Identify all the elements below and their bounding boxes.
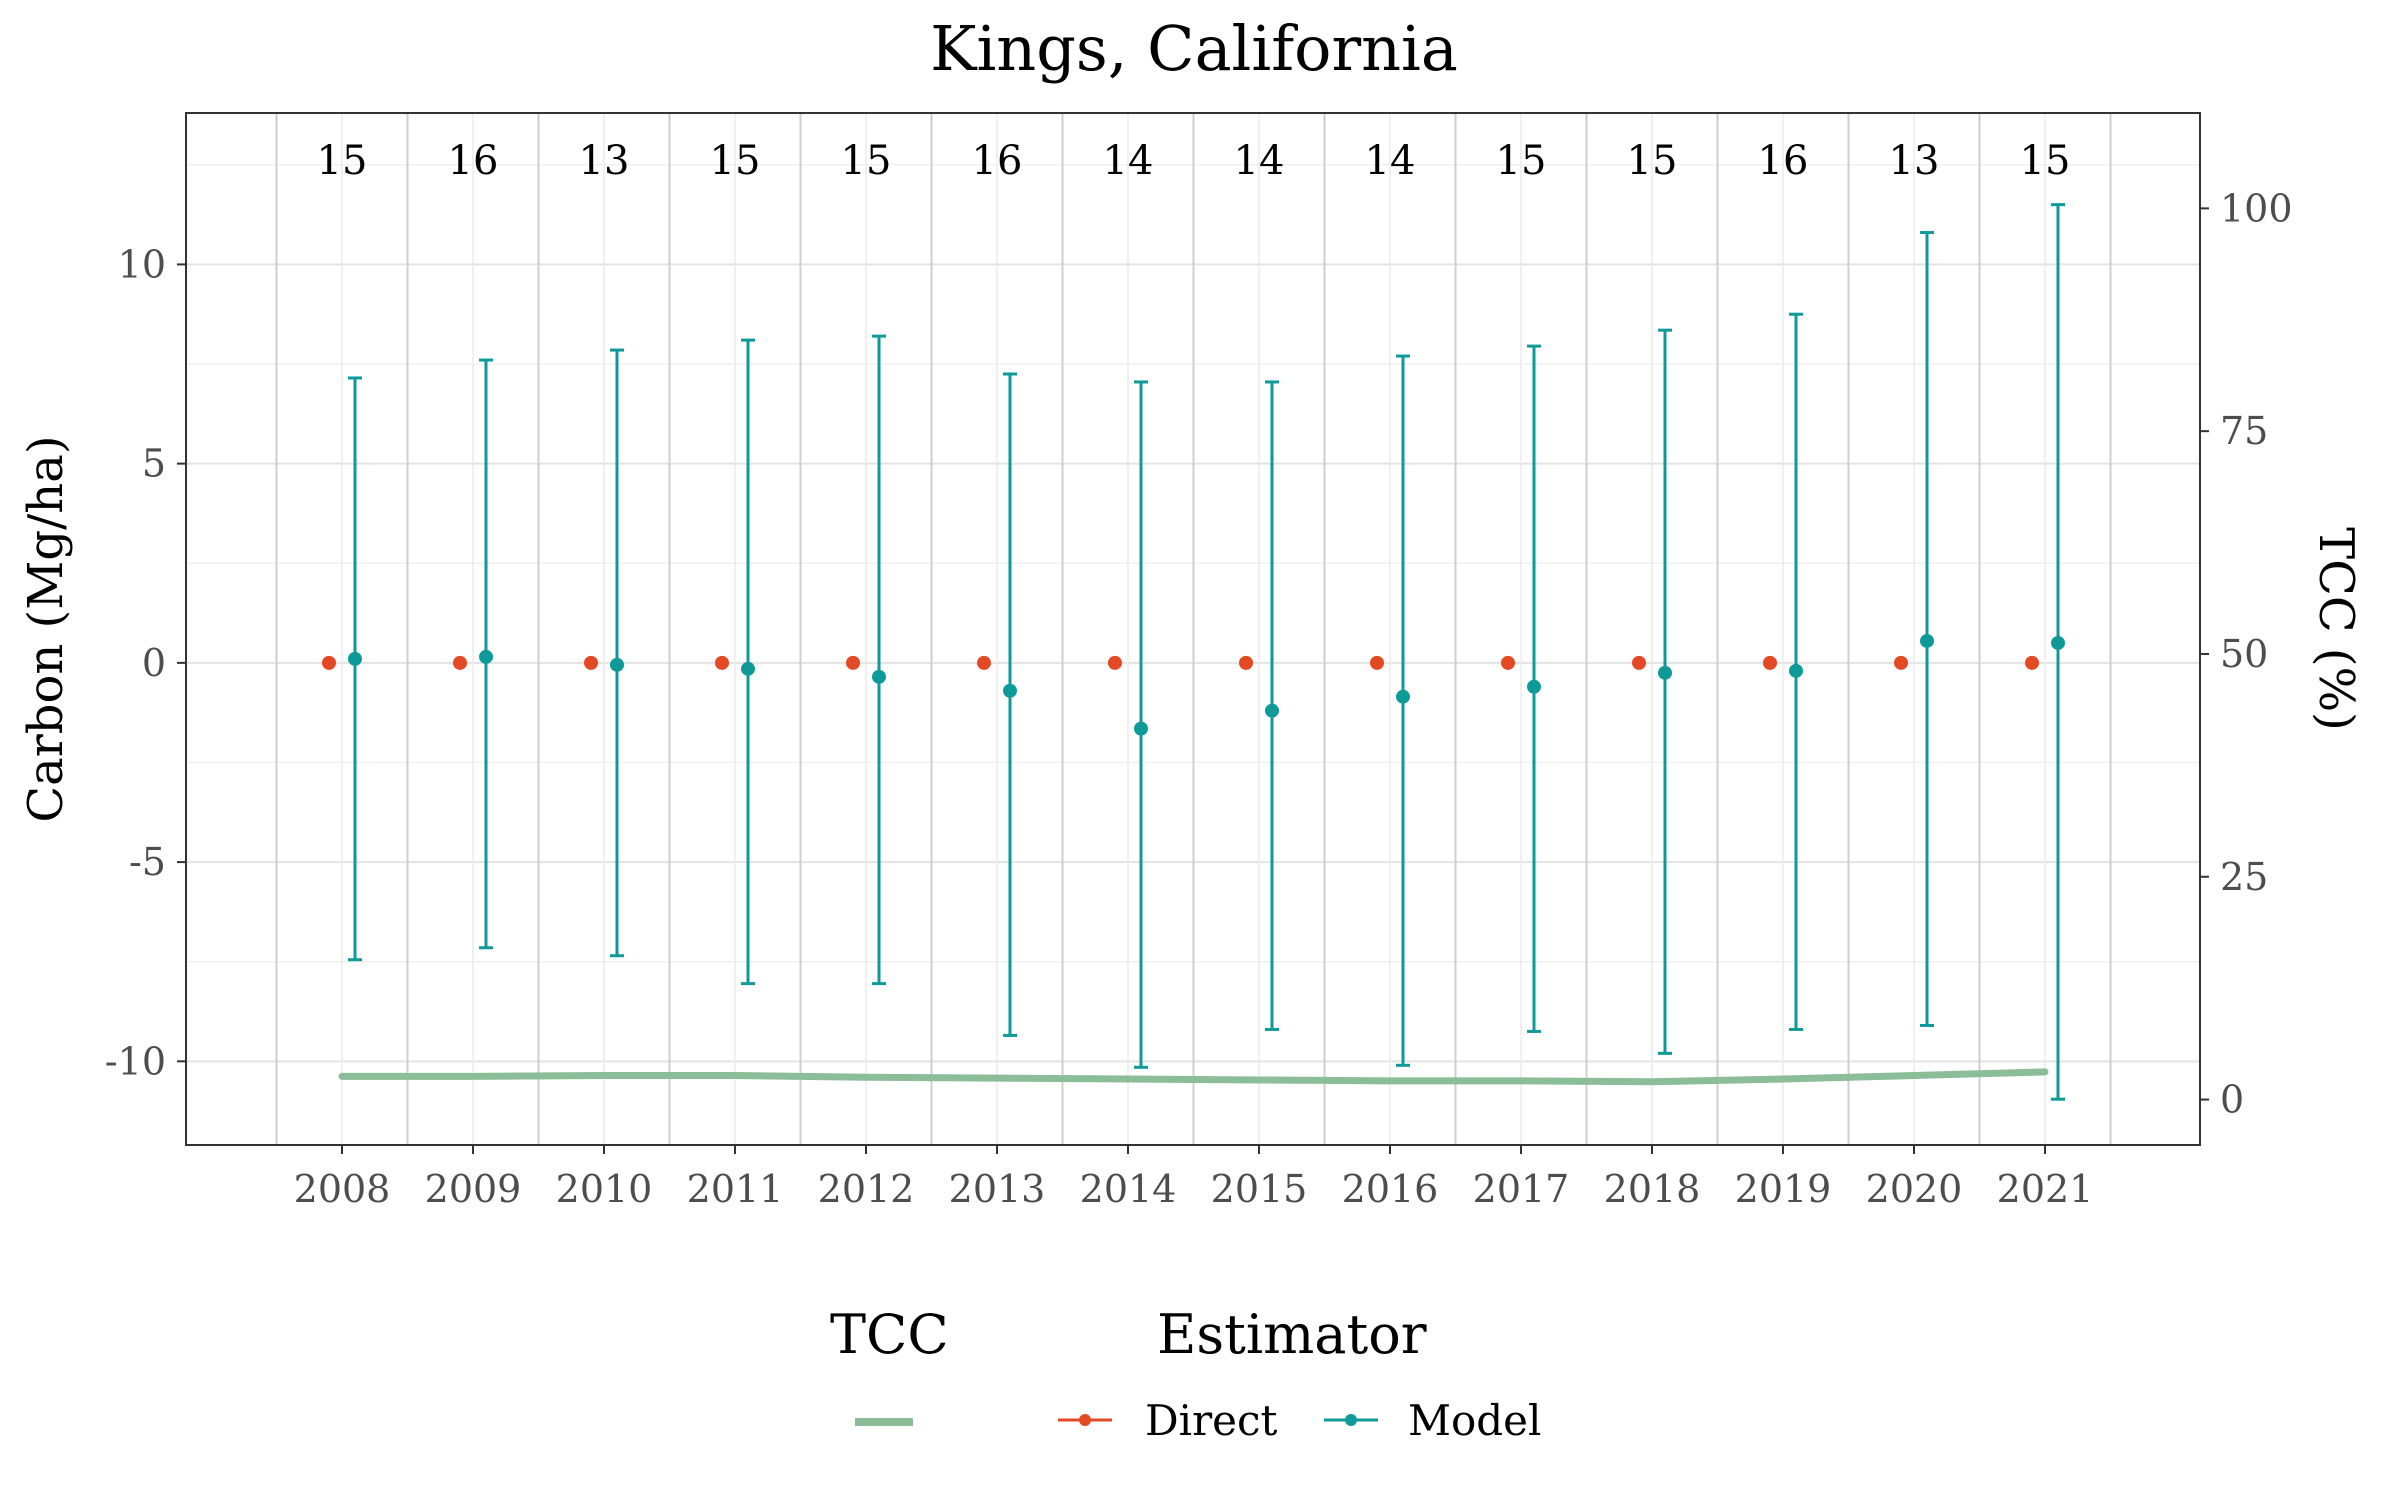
sample-count-label: 15 (710, 138, 761, 184)
point-model (1789, 663, 1803, 678)
point-model (1265, 703, 1279, 718)
legend-label-direct: Direct (1145, 1396, 1278, 1445)
point-direct (846, 655, 860, 670)
tcc-line-layer (338, 1068, 2049, 1086)
point-model (872, 669, 886, 684)
point-direct (1239, 655, 1253, 670)
x-tick-label: 2014 (1080, 1167, 1177, 1211)
point-model (348, 651, 362, 666)
point-direct (1632, 655, 1646, 670)
y-tick-label: 0 (142, 641, 166, 685)
legend-title-tcc: TCC (830, 1303, 949, 1366)
sample-count-label: 14 (1103, 138, 1154, 184)
y2-axis-title: TCC (%) (2308, 527, 2364, 731)
point-direct (1501, 655, 1515, 670)
legend-key-model-dot (1345, 1414, 1357, 1426)
x-tick-label: 2019 (1735, 1167, 1832, 1211)
sample-count-label: 16 (972, 138, 1023, 184)
y2-tick-label: 100 (2220, 186, 2293, 230)
x-tick-label: 2021 (1997, 1167, 2094, 1211)
sample-count-label: 13 (1889, 138, 1940, 184)
point-model (1920, 633, 1934, 648)
y-tick-label: 5 (142, 442, 166, 486)
point-direct (322, 655, 336, 670)
sample-count-label: 15 (1496, 138, 1547, 184)
point-layer (322, 633, 2065, 736)
point-model (479, 649, 493, 664)
sample-count-label: 15 (317, 138, 368, 184)
point-model (1134, 721, 1148, 736)
sample-count-label: 15 (2020, 138, 2071, 184)
x-tick-label: 2017 (1473, 1167, 1570, 1211)
point-direct (584, 655, 598, 670)
sample-count-layer: 15 16 13 15 15 16 14 14 14 15 15 16 13 15 (317, 138, 2071, 184)
y-tick-label: 10 (118, 242, 166, 286)
x-tick-label: 2018 (1604, 1167, 1701, 1211)
point-model (741, 661, 755, 676)
sample-count-label: 13 (579, 138, 630, 184)
point-direct (1108, 655, 1122, 670)
point-model (2051, 635, 2065, 650)
y2-tick-label: 0 (2220, 1078, 2244, 1122)
y-tick-label: -5 (129, 840, 166, 884)
y2-tick-label: 50 (2220, 632, 2268, 676)
sample-count-label: 15 (841, 138, 892, 184)
sample-count-label: 16 (1758, 138, 1809, 184)
y2-tick-label: 25 (2220, 855, 2268, 899)
point-model (1527, 679, 1541, 694)
legend: TCC Estimator Direct Model (830, 1303, 1541, 1445)
point-model (1396, 689, 1410, 704)
x-axis: 2008 2009 2010 2011 2012 2013 2014 2015 2016 2017… (294, 1145, 2094, 1211)
point-direct (2025, 655, 2039, 670)
legend-label-model: Model (1408, 1396, 1541, 1445)
legend-title-estimator: Estimator (1157, 1303, 1427, 1366)
y-tick-label: -10 (105, 1039, 166, 1083)
x-tick-label: 2009 (425, 1167, 522, 1211)
grid (186, 113, 2200, 1145)
x-tick-label: 2015 (1211, 1167, 1308, 1211)
x-tick-label: 2010 (556, 1167, 653, 1211)
point-direct (715, 655, 729, 670)
sample-count-label: 16 (448, 138, 499, 184)
sample-count-label: 14 (1234, 138, 1285, 184)
point-direct (453, 655, 467, 670)
point-model (610, 657, 624, 672)
x-tick-label: 2013 (949, 1167, 1046, 1211)
legend-key-direct-dot (1079, 1414, 1091, 1426)
plot-panel-border (185, 112, 2201, 1146)
error-bar-layer (348, 203, 2065, 1101)
point-direct (977, 655, 991, 670)
point-direct (1894, 655, 1908, 670)
x-tick-label: 2020 (1866, 1167, 1963, 1211)
x-tick-label: 2008 (294, 1167, 391, 1211)
point-direct (1370, 655, 1384, 670)
chart-title: Kings, California (930, 12, 1458, 85)
point-model (1658, 665, 1672, 680)
x-tick-label: 2012 (818, 1167, 915, 1211)
x-tick-label: 2016 (1342, 1167, 1439, 1211)
point-direct (1763, 655, 1777, 670)
y2-tick-label: 75 (2220, 409, 2268, 453)
y-axis-title: Carbon (Mg/ha) (18, 435, 74, 822)
right-y-axis: 0 25 50 75 100 (2200, 186, 2293, 1122)
point-model (1003, 683, 1017, 698)
tcc-line (338, 1068, 2049, 1086)
x-tick-label: 2011 (687, 1167, 784, 1211)
sample-count-label: 15 (1627, 138, 1678, 184)
sample-count-label: 14 (1365, 138, 1416, 184)
left-y-axis: -10 -5 0 5 10 (105, 242, 186, 1083)
